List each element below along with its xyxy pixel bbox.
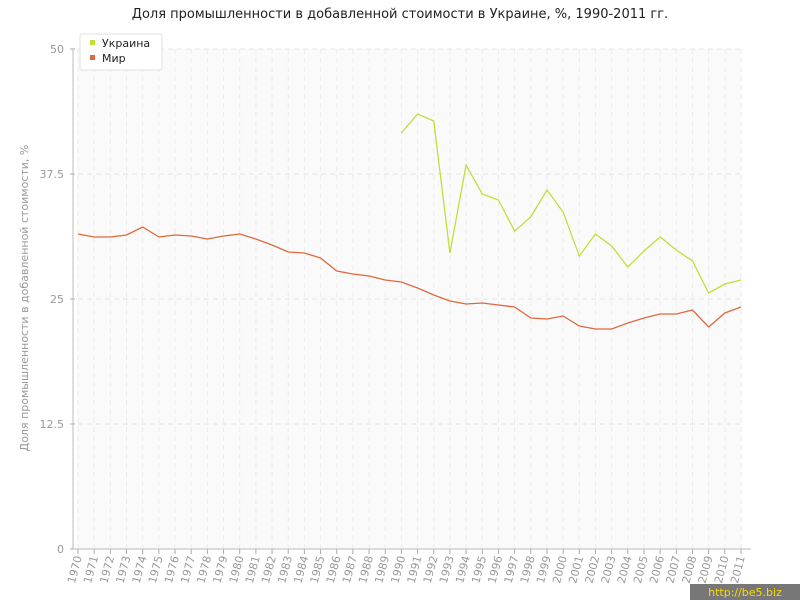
watermark-bg <box>690 584 800 600</box>
y-tick-label: 0 <box>57 543 64 556</box>
legend-label: Мир <box>102 52 126 65</box>
y-tick-label: 12.5 <box>40 418 65 431</box>
chart-title: Доля промышленности в добавленной стоимо… <box>132 7 668 22</box>
series-line <box>77 226 742 330</box>
y-tick-label: 37.5 <box>40 168 65 181</box>
legend-swatch <box>90 40 95 45</box>
legend-box <box>79 33 163 71</box>
y-tick-label: 50 <box>50 43 64 56</box>
y-axis-label: Доля промышленности в добавленной стоимо… <box>18 145 31 452</box>
watermark: http://be5.biz <box>708 586 782 599</box>
legend-label: Украина <box>102 37 150 50</box>
legend: Украина Мир <box>79 33 163 71</box>
legend-swatch <box>90 55 95 60</box>
series-line <box>400 113 742 294</box>
y-tick-label: 25 <box>50 293 64 306</box>
